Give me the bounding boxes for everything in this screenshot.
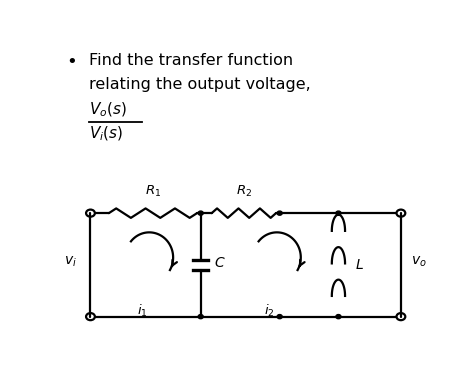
Text: $R_1$: $R_1$ <box>145 184 161 199</box>
Circle shape <box>198 211 203 215</box>
Text: relating the output voltage,: relating the output voltage, <box>89 77 310 92</box>
Text: $v_i$: $v_i$ <box>64 255 77 269</box>
Text: $V_i(s)$: $V_i(s)$ <box>89 124 123 143</box>
Text: $v_o$: $v_o$ <box>410 255 427 269</box>
Text: •: • <box>66 53 77 71</box>
Text: $R_2$: $R_2$ <box>236 184 252 199</box>
Text: $V_o(s)$: $V_o(s)$ <box>89 101 127 119</box>
Circle shape <box>336 211 341 215</box>
Text: $L$: $L$ <box>355 258 364 272</box>
Circle shape <box>277 211 282 215</box>
Text: $i_1$: $i_1$ <box>137 303 147 319</box>
Circle shape <box>198 314 203 319</box>
Text: Find the transfer function: Find the transfer function <box>89 53 293 68</box>
Text: $i_2$: $i_2$ <box>264 303 275 319</box>
Circle shape <box>277 314 282 319</box>
Circle shape <box>336 314 341 319</box>
Text: $C$: $C$ <box>213 257 225 270</box>
